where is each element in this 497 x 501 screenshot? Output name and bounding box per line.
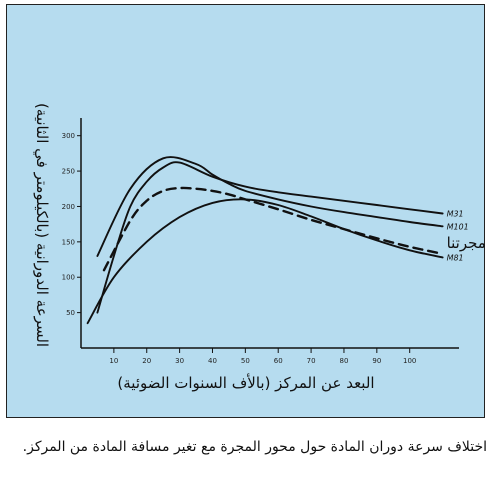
x-tick-label: 90 [372, 357, 381, 365]
x-tick-label: 70 [307, 357, 316, 365]
y-axis-label: السرعة الدورانية (بالكيلومتر في الثانية) [32, 103, 51, 347]
series-line [96, 156, 444, 257]
axes [80, 118, 459, 349]
x-tick-label: 50 [241, 357, 250, 365]
x-tick-label: 40 [208, 357, 217, 365]
y-tick-label: 250 [62, 168, 75, 176]
x-tick-label: 10 [109, 357, 118, 365]
x-tick-label: 30 [175, 357, 184, 365]
x-tick-label: 20 [142, 357, 151, 365]
x-tick-label: 60 [274, 357, 283, 365]
series-line [102, 186, 444, 272]
x-tick-label: 80 [339, 357, 348, 365]
y-tick-label: 200 [62, 203, 75, 211]
series-line [86, 198, 444, 325]
y-tick-label: 100 [62, 274, 75, 282]
figure-caption: اختلاف سرعة دوران المادة حول محور المجرة… [22, 439, 487, 455]
ticks: 10 20 30 40 50 60 70 80 90 100 50 100 150 200 250 300 [62, 132, 417, 365]
chart-svg: 10 20 30 40 50 60 70 80 90 100 50 100 150 200 250 300 M… [32, 103, 486, 392]
series-label: M81 [447, 253, 464, 262]
y-tick-label: 150 [62, 238, 75, 246]
series-label: M101 [447, 222, 469, 231]
x-tick-label: 100 [403, 357, 416, 365]
y-tick-label: 300 [62, 132, 75, 140]
series-label: مجرتنا [447, 234, 486, 252]
series-line [96, 161, 444, 314]
y-tick-label: 50 [66, 309, 75, 317]
series-lines [86, 156, 444, 325]
series-label: M31 [447, 210, 464, 219]
chart-panel: 10 20 30 40 50 60 70 80 90 100 50 100 150 200 250 300 M… [6, 4, 486, 418]
x-axis-label: البعد عن المركز (بالأف السنوات الضوئية) [117, 373, 374, 392]
